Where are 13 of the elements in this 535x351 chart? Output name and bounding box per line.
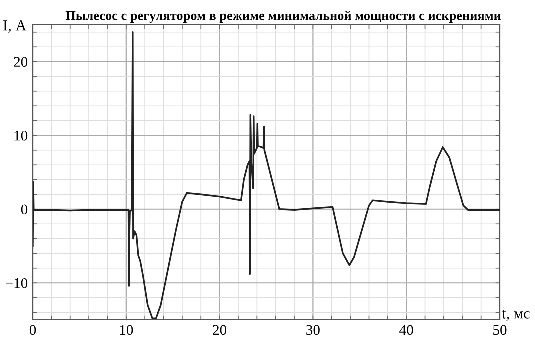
y-axis-title: I, А [4,20,27,34]
x-tick-label: 30 [306,325,320,336]
y-tick-label: 10 [14,130,28,141]
x-tick-label: 0 [30,325,36,336]
y-tick-label: −10 [6,278,28,288]
y-tick-label: 20 [14,57,28,68]
x-axis-title: t, мс [502,310,530,322]
chart-title: Пылесос с регулятором в режиме минимальной мощности с искрениями [66,11,502,23]
x-tick-label: 20 [213,325,227,336]
x-tick-label: 40 [400,325,414,336]
y-tick-label: 0 [21,204,28,215]
x-tick-label: 10 [120,325,134,336]
x-tick-label: 50 [494,325,507,336]
